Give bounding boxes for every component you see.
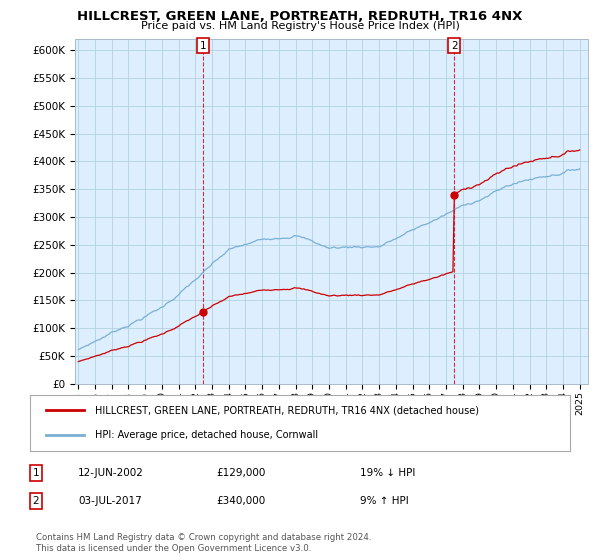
Text: £129,000: £129,000 <box>216 468 265 478</box>
Text: 1: 1 <box>200 41 206 51</box>
Text: 2: 2 <box>32 496 40 506</box>
Text: 12-JUN-2002: 12-JUN-2002 <box>78 468 144 478</box>
Text: HPI: Average price, detached house, Cornwall: HPI: Average price, detached house, Corn… <box>95 430 318 440</box>
Text: HILLCREST, GREEN LANE, PORTREATH, REDRUTH, TR16 4NX (detached house): HILLCREST, GREEN LANE, PORTREATH, REDRUT… <box>95 405 479 416</box>
Text: Contains HM Land Registry data © Crown copyright and database right 2024.
This d: Contains HM Land Registry data © Crown c… <box>36 533 371 553</box>
Text: 1: 1 <box>32 468 40 478</box>
Text: 2: 2 <box>451 41 458 51</box>
Text: 9% ↑ HPI: 9% ↑ HPI <box>360 496 409 506</box>
Text: Price paid vs. HM Land Registry's House Price Index (HPI): Price paid vs. HM Land Registry's House … <box>140 21 460 31</box>
Text: 19% ↓ HPI: 19% ↓ HPI <box>360 468 415 478</box>
Text: HILLCREST, GREEN LANE, PORTREATH, REDRUTH, TR16 4NX: HILLCREST, GREEN LANE, PORTREATH, REDRUT… <box>77 10 523 23</box>
Text: 03-JUL-2017: 03-JUL-2017 <box>78 496 142 506</box>
Text: £340,000: £340,000 <box>216 496 265 506</box>
